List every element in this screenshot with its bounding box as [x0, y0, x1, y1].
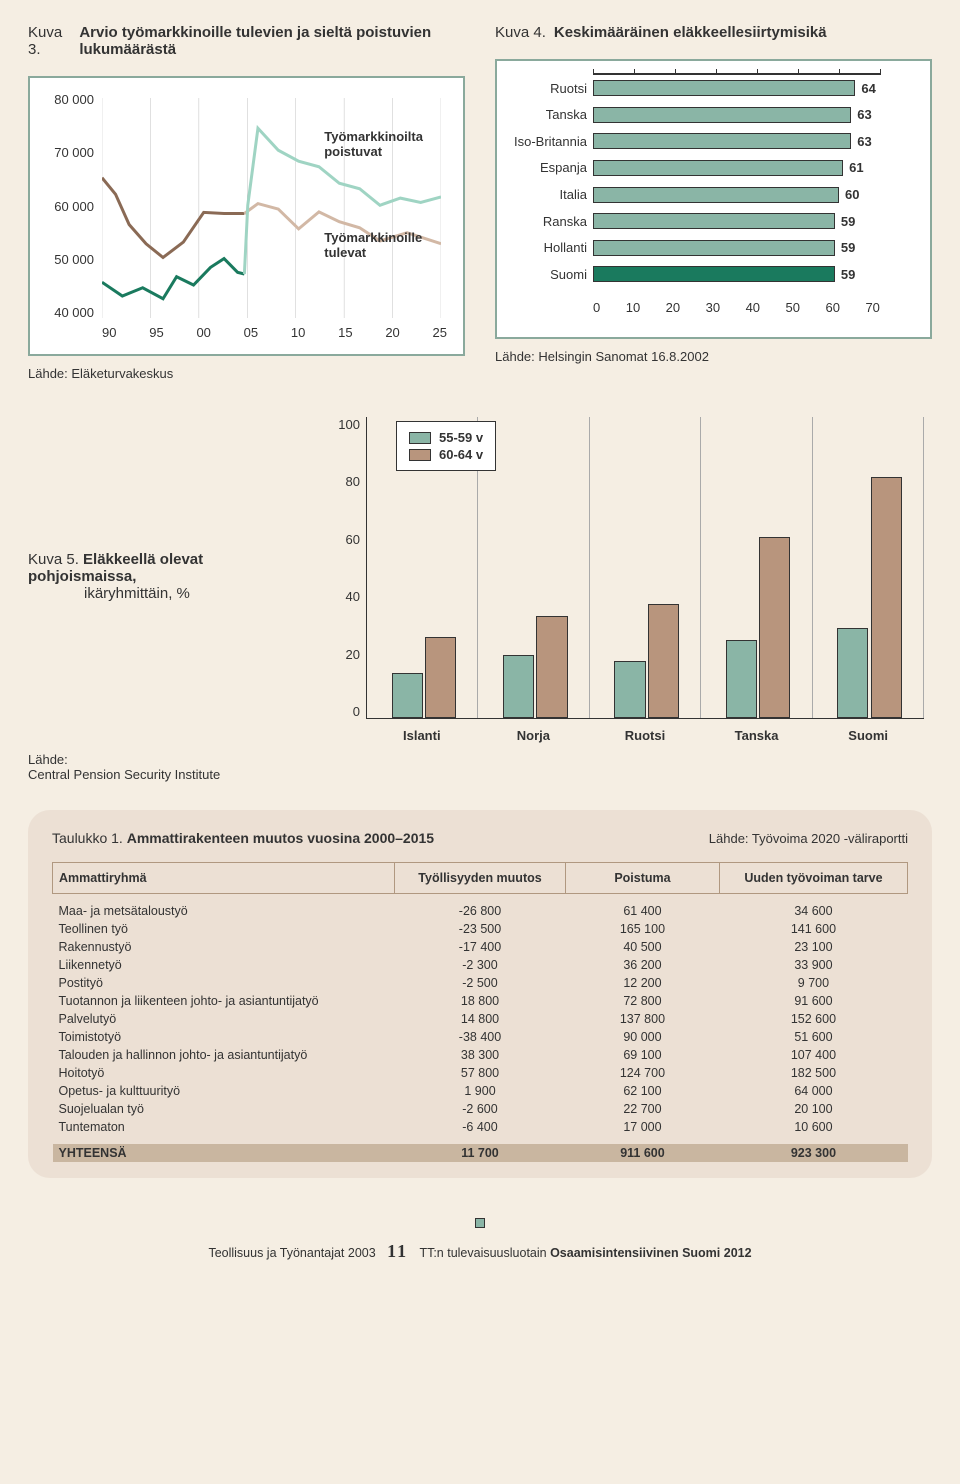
legend-label-a: 55-59 v	[439, 430, 483, 445]
kuva3-label-in: Työmarkkinoille tulevat	[324, 230, 434, 260]
table-title-text: Ammattirakenteen muutos vuosina 2000–201…	[127, 830, 434, 846]
kuva4-num: Kuva 4.	[495, 24, 546, 41]
table-row: Rakennustyö-17 40040 50023 100	[53, 938, 908, 956]
kuva3-y-axis: 80 00070 00060 00050 00040 000	[42, 92, 94, 320]
kuva4-title-text: Keskimääräinen eläkkeellesiirtymisikä	[554, 24, 827, 41]
kuva3-title-text: Arvio työmarkkinoille tulevien ja sieltä…	[79, 24, 465, 58]
data-table: Ammattiryhmä Työllisyyden muutos Poistum…	[52, 862, 908, 1162]
table-row: Maa- ja metsätaloustyö-26 80061 40034 60…	[53, 902, 908, 920]
table-row: Hoitotyö57 800124 700182 500	[53, 1064, 908, 1082]
kuva5-title-rest: ikäryhmittäin, %	[84, 585, 298, 602]
kuva4-source: Lähde: Helsingin Sanomat 16.8.2002	[495, 349, 932, 364]
page-footer: Teollisuus ja Työnantajat 2003 11 TT:n t…	[28, 1208, 932, 1284]
kuva5-y-axis: 100806040200	[326, 417, 360, 719]
table-panel: Taulukko 1. Ammattirakenteen muutos vuos…	[28, 810, 932, 1178]
kuva5-caption-col: Kuva 5. Eläkkeellä olevat pohjoismaissa,…	[28, 411, 298, 782]
kuva3-plot: Työmarkkinoilta poistuvat Työmarkkinoill…	[102, 98, 441, 318]
table-row: Tuotannon ja liikenteen johto- ja asiant…	[53, 992, 908, 1010]
table-total-row: YHTEENSÄ11 700911 600923 300	[53, 1144, 908, 1162]
table-row: Palvelutyö14 800137 800152 600	[53, 1010, 908, 1028]
table-num: Taulukko 1.	[52, 830, 123, 846]
kuva3-x-axis: 9095000510152025	[102, 325, 447, 340]
kuva3-num: Kuva 3.	[28, 24, 71, 58]
kuva5-title: Kuva 5. Eläkkeellä olevat pohjoismaissa,…	[28, 551, 298, 602]
table-row: Tuntematon-6 40017 00010 600	[53, 1118, 908, 1136]
table-title: Taulukko 1. Ammattirakenteen muutos vuos…	[52, 830, 434, 846]
kuva3-label-out: Työmarkkinoilta poistuvat	[324, 129, 434, 159]
footer-right-prefix: TT:n tulevaisuusluotain	[419, 1246, 550, 1260]
kuva4-bars: Ruotsi64Tanska63Iso-Britannia63Espanja61…	[593, 75, 880, 291]
kuva3-title: Kuva 3. Arvio työmarkkinoille tulevien j…	[28, 24, 465, 58]
table-row: Toimistotyö-38 40090 00051 600	[53, 1028, 908, 1046]
table-row: Talouden ja hallinnon johto- ja asiantun…	[53, 1046, 908, 1064]
table-row: Suojelualan työ-2 60022 70020 100	[53, 1100, 908, 1118]
table-row: Opetus- ja kulttuurityö1 90062 10064 000	[53, 1082, 908, 1100]
kuva3-source: Lähde: Eläketurvakeskus	[28, 366, 465, 381]
footer-square-icon	[475, 1218, 485, 1228]
footer-right-bold: Osaamisintensiivinen Suomi 2012	[550, 1246, 751, 1260]
footer-left: Teollisuus ja Työnantajat 2003	[208, 1246, 375, 1260]
legend-swatch-a	[409, 432, 431, 444]
kuva5-legend: 55-59 v 60-64 v	[396, 421, 496, 471]
kuva3-panel: Kuva 3. Arvio työmarkkinoille tulevien j…	[28, 24, 465, 381]
kuva5-chart: 100806040200 55-59 v 60-64 v IslantiNorj…	[326, 411, 932, 751]
th-1: Työllisyyden muutos	[395, 863, 566, 894]
table-row: Postityö-2 50012 2009 700	[53, 974, 908, 992]
kuva5-num: Kuva 5.	[28, 551, 79, 568]
table-source: Lähde: Työvoima 2020 -väliraportti	[709, 831, 908, 846]
th-3: Uuden työvoiman tarve	[719, 863, 907, 894]
kuva5-chart-col: 100806040200 55-59 v 60-64 v IslantiNorj…	[326, 411, 932, 782]
table-row: Teollinen työ-23 500165 100141 600	[53, 920, 908, 938]
kuva5-x-axis: IslantiNorjaRuotsiTanskaSuomi	[366, 728, 924, 743]
kuva3-chart: 80 00070 00060 00050 00040 000 Työmarkki…	[28, 76, 465, 356]
th-2: Poistuma	[566, 863, 720, 894]
legend-swatch-b	[409, 449, 431, 461]
legend-label-b: 60-64 v	[439, 447, 483, 462]
kuva4-title: Kuva 4. Keskimääräinen eläkkeellesiirtym…	[495, 24, 932, 41]
kuva4-panel: Kuva 4. Keskimääräinen eläkkeellesiirtym…	[495, 24, 932, 381]
th-0: Ammattiryhmä	[53, 863, 395, 894]
table-row: Liikennetyö-2 30036 20033 900	[53, 956, 908, 974]
kuva4-x-axis: 010203040506070	[593, 300, 880, 315]
kuva5-source: Lähde: Central Pension Security Institut…	[28, 752, 298, 782]
footer-page: 11	[387, 1241, 408, 1261]
kuva4-chart: Ruotsi64Tanska63Iso-Britannia63Espanja61…	[495, 59, 932, 339]
